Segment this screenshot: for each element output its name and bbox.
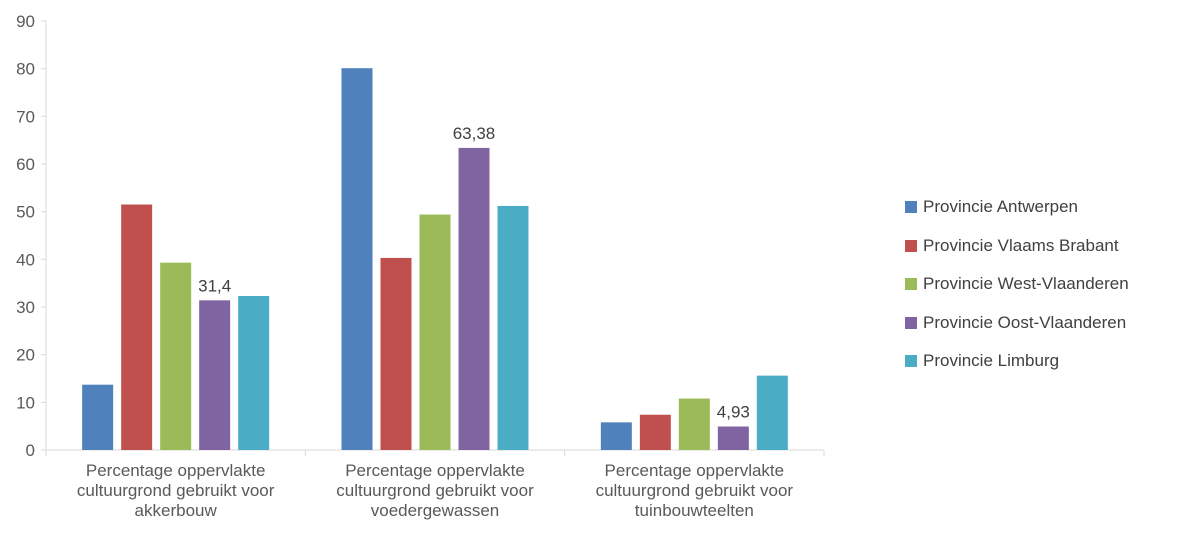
legend: Provincie Antwerpen Provincie Vlaams Brab… bbox=[905, 188, 1129, 381]
x-tick-label: Percentage oppervlakte cultuurgrond gebru… bbox=[77, 461, 275, 520]
bar-4-1 bbox=[497, 205, 529, 450]
legend-label: Provincie Oost-Vlaanderen bbox=[923, 312, 1127, 332]
y-tick-label: 0 bbox=[26, 441, 35, 460]
bar-1-0 bbox=[121, 204, 153, 450]
x-tick-label-line: voedergewassen bbox=[371, 501, 500, 520]
y-tick-label: 20 bbox=[16, 346, 35, 365]
legend-item: Provincie West-Vlaanderen bbox=[905, 265, 1129, 304]
bar-4-2 bbox=[756, 375, 788, 450]
x-tick-label-line: Percentage oppervlakte bbox=[86, 461, 266, 480]
y-tick-label: 30 bbox=[16, 298, 35, 317]
legend-label: Provincie Vlaams Brabant bbox=[923, 235, 1119, 255]
x-tick-label-line: tuinbouwteelten bbox=[635, 501, 754, 520]
legend-swatch bbox=[905, 316, 917, 329]
bar-0-0 bbox=[82, 384, 114, 450]
bar-3-1 bbox=[458, 147, 490, 450]
data-label: 4,93 bbox=[717, 403, 750, 422]
bar-1-2 bbox=[639, 414, 671, 450]
legend-item: Provincie Limburg bbox=[905, 342, 1129, 381]
bar-2-2 bbox=[678, 398, 710, 450]
data-label: 31,4 bbox=[198, 276, 231, 295]
bar-3-2 bbox=[717, 426, 749, 450]
x-tick-label-line: akkerbouw bbox=[135, 501, 218, 520]
legend-swatch bbox=[905, 355, 917, 368]
y-tick-label: 90 bbox=[16, 12, 35, 31]
bar-2-0 bbox=[160, 262, 192, 450]
y-tick-label: 50 bbox=[16, 203, 35, 222]
y-tick-label: 40 bbox=[16, 250, 35, 269]
legend-swatch bbox=[905, 239, 917, 252]
bar-0-2 bbox=[600, 422, 632, 450]
data-label: 63,38 bbox=[453, 124, 496, 143]
y-tick-label: 60 bbox=[16, 155, 35, 174]
bar-0-1 bbox=[341, 68, 373, 450]
legend-swatch bbox=[905, 278, 917, 291]
legend-swatch bbox=[905, 201, 917, 214]
y-tick-label: 80 bbox=[16, 60, 35, 79]
legend-label: Provincie Antwerpen bbox=[923, 197, 1078, 217]
y-tick-label: 70 bbox=[16, 107, 35, 126]
x-tick-label-line: cultuurgrond gebruikt voor bbox=[596, 481, 794, 500]
legend-item: Provincie Vlaams Brabant bbox=[905, 227, 1129, 266]
legend-item: Provincie Antwerpen bbox=[905, 188, 1129, 227]
x-tick-label-line: cultuurgrond gebruikt voor bbox=[336, 481, 534, 500]
y-tick-label: 10 bbox=[16, 393, 35, 412]
x-tick-label-line: Percentage oppervlakte bbox=[345, 461, 525, 480]
bar-4-0 bbox=[238, 296, 270, 450]
x-tick-label-line: cultuurgrond gebruikt voor bbox=[77, 481, 275, 500]
bar-3-0 bbox=[199, 300, 231, 450]
bar-2-1 bbox=[419, 214, 451, 450]
bar-1-1 bbox=[380, 257, 412, 450]
legend-item: Provincie Oost-Vlaanderen bbox=[905, 304, 1129, 343]
x-tick-label: Percentage oppervlakte cultuurgrond gebru… bbox=[596, 461, 794, 520]
x-tick-label: Percentage oppervlakte cultuurgrond gebru… bbox=[336, 461, 534, 520]
legend-label: Provincie West-Vlaanderen bbox=[923, 274, 1129, 294]
x-tick-label-line: Percentage oppervlakte bbox=[605, 461, 785, 480]
legend-label: Provincie Limburg bbox=[923, 351, 1060, 371]
